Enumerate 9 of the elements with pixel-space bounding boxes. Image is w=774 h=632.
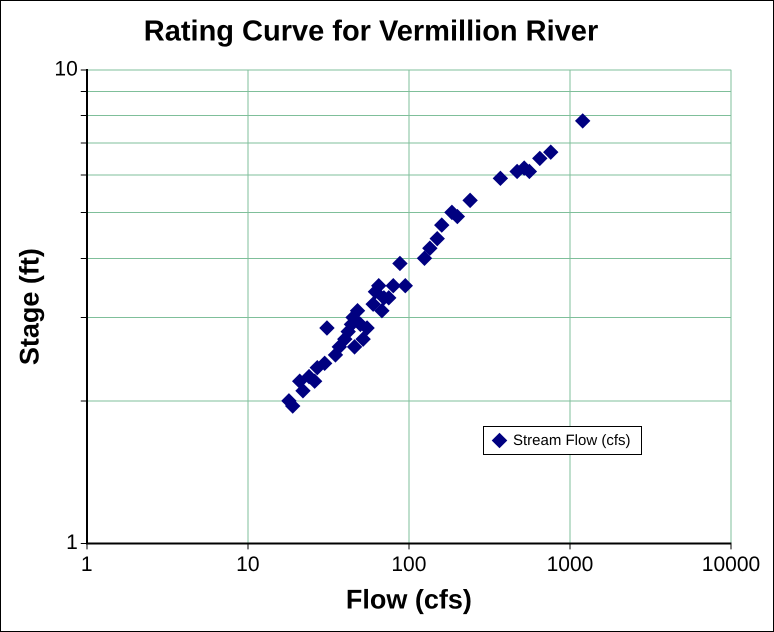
x-tick-label: 100 <box>391 552 426 576</box>
legend-label: Stream Flow (cfs) <box>513 432 631 449</box>
x-tick-label: 10000 <box>702 552 760 576</box>
x-tick-label: 1 <box>80 552 93 576</box>
x-tick-label: 10 <box>236 552 260 576</box>
y-axis-title: Stage (ft) <box>14 248 45 366</box>
chart-title: Rating Curve for Vermillion River <box>144 15 598 48</box>
x-tick-label: 1000 <box>546 552 594 576</box>
x-axis-title: Flow (cfs) <box>346 584 472 614</box>
